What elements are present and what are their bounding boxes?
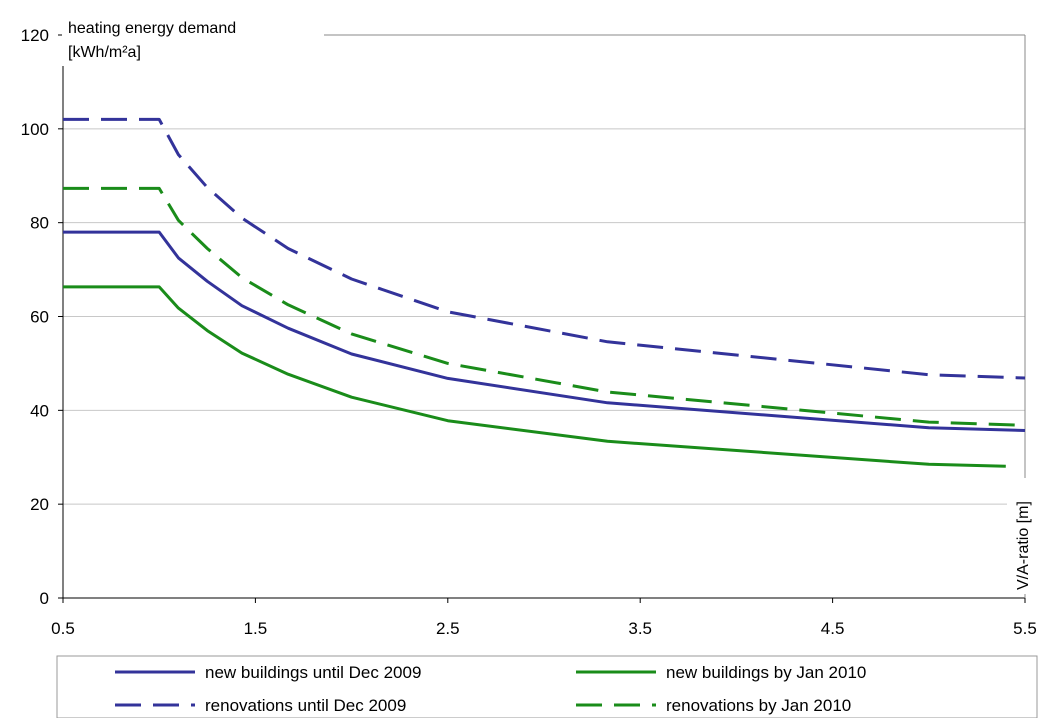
ylabel-line1: heating energy demand xyxy=(68,20,236,37)
legend-label-0: new buildings until Dec 2009 xyxy=(205,663,421,682)
series-line-0 xyxy=(63,230,1026,432)
ylabel-line2: [kWh/m²a] xyxy=(68,44,141,61)
legend-box xyxy=(56,655,1038,718)
x-tick-label: 1.5 xyxy=(244,619,268,638)
series-line-3 xyxy=(63,186,1026,427)
x-tick-label: 0.5 xyxy=(51,619,75,638)
legend-label-1: new buildings by Jan 2010 xyxy=(666,663,866,682)
series-line-2 xyxy=(63,117,1026,380)
ylabel-background xyxy=(62,14,324,66)
x-tick-label: 4.5 xyxy=(821,619,845,638)
series-line-1 xyxy=(63,285,1006,468)
y-tick-label: 100 xyxy=(21,120,49,139)
y-tick-label: 0 xyxy=(40,589,49,608)
legend: new buildings until Dec 2009 new building… xyxy=(115,663,866,715)
x-tick-label: 2.5 xyxy=(436,619,460,638)
y-tick-label: 20 xyxy=(30,495,49,514)
x-tick-label: 3.5 xyxy=(628,619,652,638)
x-tick-label: 5.5 xyxy=(1013,619,1037,638)
series-lines xyxy=(63,117,1026,468)
y-tick-labels: 0 20 40 60 80 100 120 xyxy=(21,26,63,608)
y-tick-label: 120 xyxy=(21,26,49,45)
y-tick-label: 60 xyxy=(30,308,49,327)
legend-label-3: renovations by Jan 2010 xyxy=(666,696,851,715)
y-tick-label: 40 xyxy=(30,401,49,420)
y-tick-label: 80 xyxy=(30,214,49,233)
xlabel-background xyxy=(1007,478,1035,594)
xlabel: V/A-ratio [m] xyxy=(1015,501,1032,590)
x-tick-labels: 0.5 1.5 2.5 3.5 4.5 5.5 xyxy=(51,598,1037,638)
legend-label-2: renovations until Dec 2009 xyxy=(205,696,406,715)
